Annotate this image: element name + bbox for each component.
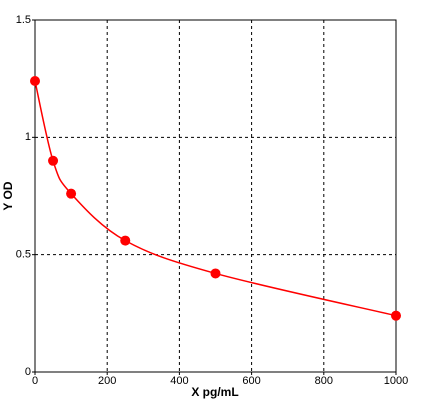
plot-frame xyxy=(34,19,397,373)
y-tick-label: 0 xyxy=(25,366,31,378)
data-point xyxy=(30,76,40,87)
data-point xyxy=(48,155,59,166)
x-tick-label: 1000 xyxy=(384,375,408,387)
x-tick-label: 200 xyxy=(98,375,116,387)
y-tick-label: 1 xyxy=(25,131,31,143)
data-point xyxy=(120,235,131,246)
x-tick-label: 600 xyxy=(242,375,260,387)
data-point xyxy=(391,310,401,321)
x-axis-title: X pg/mL xyxy=(191,385,238,399)
x-tick-label: 0 xyxy=(32,375,38,387)
x-tick-label: 800 xyxy=(315,375,333,387)
y-axis-title: Y OD xyxy=(1,181,15,210)
data-point xyxy=(66,188,77,199)
x-tick-label: 400 xyxy=(170,375,188,387)
fit-curve xyxy=(34,80,397,317)
y-tick-label: 1.5 xyxy=(16,14,31,26)
data-point xyxy=(210,268,221,279)
y-tick-label: 0.5 xyxy=(16,249,31,261)
